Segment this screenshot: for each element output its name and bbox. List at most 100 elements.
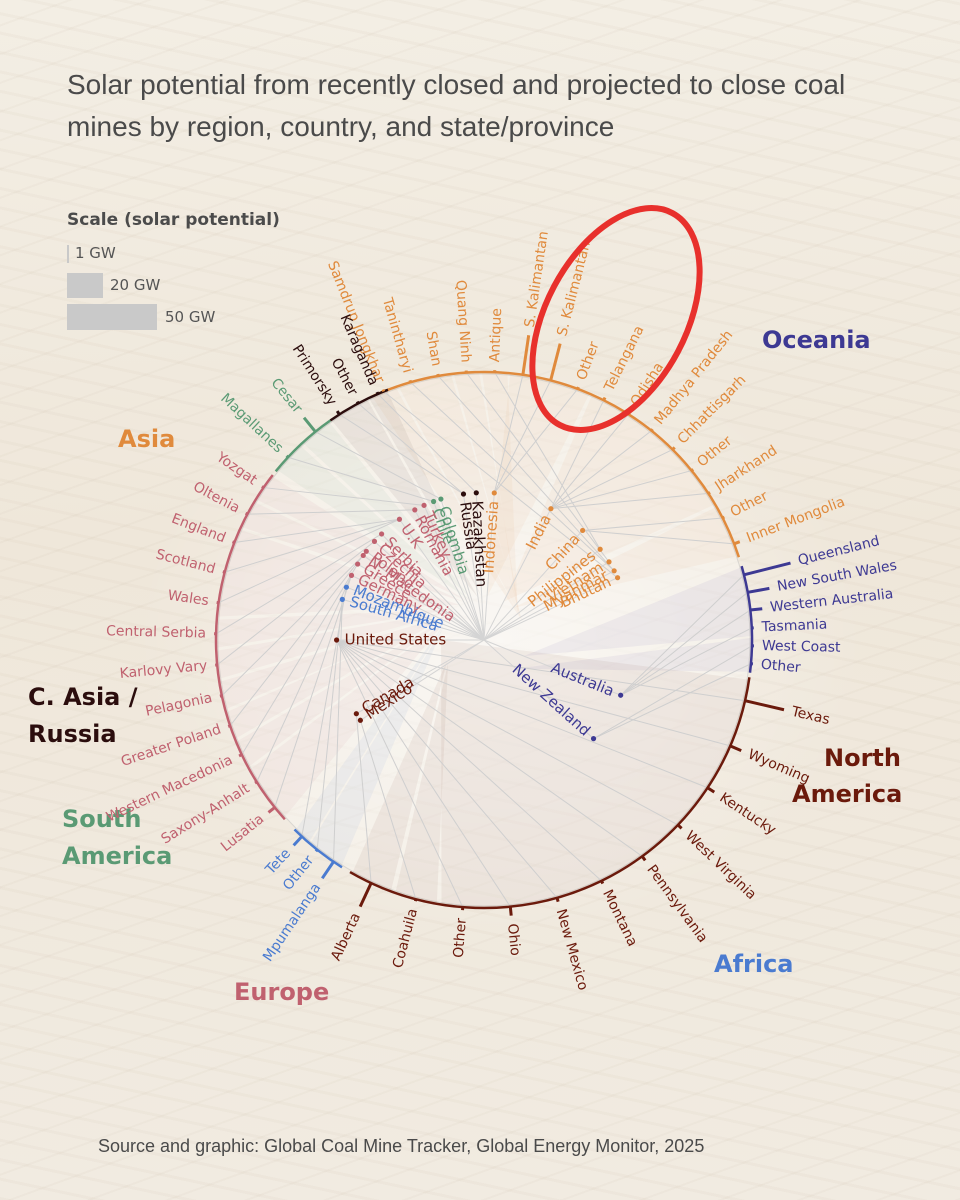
state-bar-wales [216,600,219,605]
scale-label-50gw: 50 GW [165,308,216,326]
state-label-shan: Shan [423,330,445,367]
spoke-line [483,570,615,641]
country-wedge-india [503,394,716,602]
state-label-england: England [169,511,228,547]
state-label-kentucky: Kentucky [717,790,779,839]
state-bar-ohio [508,906,513,916]
country-dot-india [548,506,554,512]
country-wedge-russia [331,398,479,598]
state-bar-primorsky [335,410,341,416]
state-label-ohio: Ohio [504,923,523,957]
scale-bar-1gw [67,245,69,263]
state-label-coahuila: Coahuila [390,907,421,970]
state-label-magallanes: Magallanes [217,390,286,456]
spoke-line [550,492,709,510]
spoke-line [483,577,618,641]
spoke-line [355,713,372,884]
spoke-lines [215,371,753,908]
spoke-line [215,533,382,635]
state-label-quang-ninh: Quang Ninh [452,279,473,363]
country-dot-china [580,527,586,534]
country-wedge-united-states [441,640,750,908]
spoke-line [336,639,679,826]
state-label-west-coast: West Coast [762,638,841,656]
region-label-asia: Asia [118,425,175,453]
spoke-line [593,645,753,740]
state-bar-chhattisgarh [671,446,676,451]
state-bar-tanintharyi [408,379,412,383]
state-label-pelagonia: Pelagonia [144,690,214,720]
state-label-karlovy-vary: Karlovy Vary [119,658,208,682]
state-bar-antique [493,370,497,373]
region-arc-oceania [740,565,754,673]
region-arc-asia [370,370,741,558]
state-label-wales: Wales [167,588,210,610]
state-label-central-serbia: Central Serbia [106,623,206,641]
spoke-line [475,492,485,641]
spoke-line [550,449,673,510]
country-dot-kazakhstan [473,490,479,496]
spoke-line [377,393,477,494]
spoke-line [362,555,485,641]
state-bar-s-kalimantan [549,343,562,381]
state-label-other: Other [574,339,603,382]
country-wedge-u-k [217,529,460,617]
region-label-north-america: America [792,780,902,808]
state-bar-west-virginia [676,823,683,830]
state-bar-s-kalimantan [521,335,531,376]
spoke-line [437,375,615,572]
region-label-africa: Africa [714,950,794,978]
country-dot-united-states [334,637,340,643]
state-label-s-kalimantan: S. Kalimantan [522,230,552,328]
state-bar-central-serbia [214,632,217,636]
state-bar-western-australia [750,607,763,612]
spoke-line [550,470,692,510]
state-bar-scotland [222,570,226,574]
spoke-line [593,663,752,740]
region-arc-north-america [349,677,751,910]
state-bar-pelagonia [219,694,223,698]
country-wedge-czechia [216,611,453,679]
spoke-line [241,563,359,755]
state-bar-samdrup-jongkhar [381,389,386,393]
region-label-north-america: North [824,744,901,772]
spoke-line [399,518,485,641]
country-wedge-myanmar [398,374,522,620]
country-wedge-poland [225,614,450,739]
spoke-line [336,639,746,702]
country-dot-new-zealand [590,736,597,742]
spoke-line [620,574,745,696]
state-label-yozgat: Yozgat [213,449,261,489]
state-bar-lusatia [267,806,276,814]
country-dot-n-macedonia [360,552,366,559]
country-dot-greece [355,561,361,567]
country-dot-myanmar [611,568,617,574]
spoke-line [483,508,552,641]
spoke-line [365,550,485,641]
spoke-line [414,509,485,641]
state-label-new-mexico: New Mexico [553,907,591,992]
state-label-other: Other [728,488,771,520]
state-bar-greater-poland [227,724,231,728]
spoke-line [229,550,367,727]
spoke-line [287,456,434,502]
state-bar-western-macedonia [238,753,243,758]
state-bar-oltenia [244,511,249,516]
spoke-line [342,598,485,641]
spoke-line [216,540,375,666]
spoke-line [336,639,643,857]
state-label-cesar: Cesar [268,375,306,416]
region-arc-europe [214,474,286,821]
state-bar-alberta [358,882,373,908]
state-label-other: Other [760,657,801,676]
spoke-line [483,548,601,641]
spoke-line [247,509,415,515]
spoke-line [315,431,442,500]
country-dot-bhutan [614,575,621,581]
spoke-line [224,518,400,573]
spoke-line [620,627,752,696]
state-bar-mpumalanga [321,860,335,880]
chart-title: Solar potential from recently closed and… [67,69,846,142]
